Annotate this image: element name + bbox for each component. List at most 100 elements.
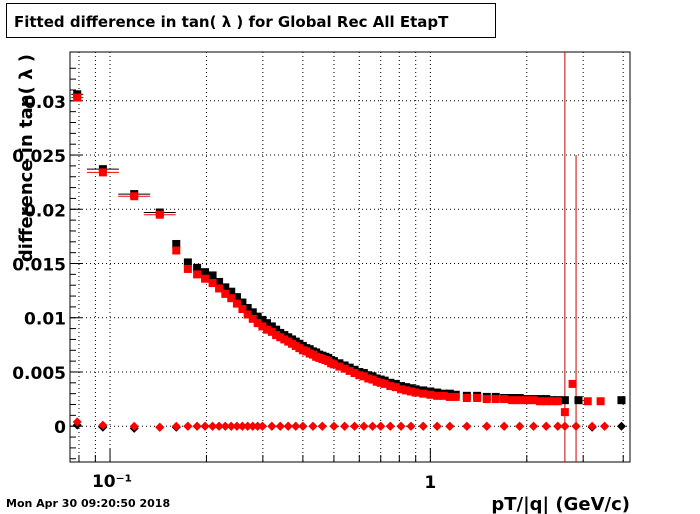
data-point-square — [73, 93, 82, 102]
data-point-square — [98, 168, 107, 177]
data-point-diamond — [257, 421, 267, 431]
data-point-diamond — [432, 421, 442, 431]
data-point-square — [329, 360, 338, 369]
data-point-square — [183, 264, 192, 273]
data-point-square — [482, 395, 491, 404]
data-point-square — [238, 298, 247, 307]
data-point-square — [553, 397, 562, 406]
data-point-diamond — [587, 421, 597, 431]
data-point-diamond — [243, 421, 253, 431]
data-point-square — [215, 277, 224, 286]
data-point-diamond — [155, 422, 165, 432]
data-point-diamond — [283, 421, 293, 431]
data-point-diamond — [237, 421, 247, 431]
x-axis-title: pT/|q| (GeV/c) — [491, 494, 630, 514]
data-point-diamond — [98, 420, 108, 430]
data-point-diamond — [376, 421, 386, 431]
data-point-square — [350, 369, 359, 378]
data-point-diamond — [359, 421, 369, 431]
x-tick-label: 1 — [424, 473, 436, 493]
data-point-square — [397, 385, 406, 394]
data-point-square — [491, 395, 500, 404]
data-point-square — [340, 364, 349, 373]
data-point-square — [221, 283, 230, 292]
data-point-square — [130, 192, 139, 201]
data-point-diamond — [253, 421, 263, 431]
data-point-square — [568, 379, 577, 388]
data-point-square — [473, 394, 482, 403]
y-tick-label: 0.025 — [12, 147, 66, 167]
data-point-square — [402, 386, 411, 395]
data-point-square — [355, 371, 364, 380]
data-point-square — [208, 279, 217, 288]
data-point-diamond — [329, 421, 339, 431]
data-point-diamond — [445, 421, 455, 431]
data-point-diamond — [317, 421, 327, 431]
data-point-square — [560, 408, 569, 417]
data-point-square — [391, 383, 400, 392]
data-point-square — [574, 396, 583, 405]
y-tick-label: 0.03 — [24, 93, 66, 113]
data-point-square — [596, 397, 605, 406]
data-point-square — [617, 396, 626, 405]
data-point-diamond — [553, 421, 563, 431]
data-point-diamond — [275, 421, 285, 431]
data-point-square — [276, 333, 285, 342]
data-point-square — [227, 287, 236, 296]
data-point-diamond — [308, 421, 318, 431]
data-point-square — [426, 390, 435, 399]
data-point-diamond — [482, 421, 492, 431]
data-point-square — [262, 319, 271, 328]
data-point-diamond — [192, 421, 202, 431]
data-point-square — [258, 315, 267, 324]
data-point-square — [155, 210, 164, 219]
data-point-square — [272, 325, 281, 334]
data-point-diamond — [200, 421, 210, 431]
data-point-square — [253, 319, 262, 328]
data-point-square — [368, 375, 377, 384]
data-point-square — [221, 289, 230, 298]
y-tick-label: 0.01 — [24, 310, 66, 330]
data-point-diamond — [600, 421, 610, 431]
data-point-square — [451, 392, 460, 401]
data-point-diamond — [529, 421, 539, 431]
data-point-square — [193, 263, 202, 272]
data-point-square — [560, 396, 569, 405]
data-point-square — [335, 362, 344, 371]
data-point-diamond — [171, 421, 181, 431]
data-point-square — [372, 377, 381, 386]
data-point-diamond — [616, 421, 626, 431]
data-point-square — [248, 314, 257, 323]
data-point-square — [445, 392, 454, 401]
data-point-square — [515, 396, 524, 405]
data-point-diamond — [541, 421, 551, 431]
y-tick-label: 0.005 — [12, 364, 66, 384]
data-point-square — [439, 391, 448, 400]
data-point-square — [258, 322, 267, 331]
data-point-diamond — [350, 421, 360, 431]
data-point-diamond — [499, 421, 509, 431]
data-point-square — [529, 396, 538, 405]
y-tick-label: 0.015 — [12, 256, 66, 276]
data-point-square — [536, 397, 545, 406]
y-tick-label: 0 — [54, 418, 66, 438]
data-point-square — [253, 312, 262, 321]
chart-title: Fitted difference in tan( λ ) for Global… — [14, 13, 449, 31]
data-point-diamond — [368, 421, 378, 431]
data-point-square — [172, 239, 181, 248]
data-point-square — [508, 396, 517, 405]
data-point-diamond — [298, 421, 308, 431]
y-axis-title: difference in tan( λ ) — [16, 54, 37, 262]
data-point-diamond — [129, 421, 139, 431]
data-point-square — [411, 388, 420, 397]
data-point-diamond — [462, 421, 472, 431]
data-point-diamond — [248, 421, 258, 431]
data-point-square — [232, 299, 241, 308]
data-point-square — [243, 310, 252, 319]
data-point-square — [267, 322, 276, 331]
data-point-diamond — [291, 421, 301, 431]
data-point-square — [462, 394, 471, 403]
data-point-square — [238, 305, 247, 314]
data-point-square — [215, 284, 224, 293]
